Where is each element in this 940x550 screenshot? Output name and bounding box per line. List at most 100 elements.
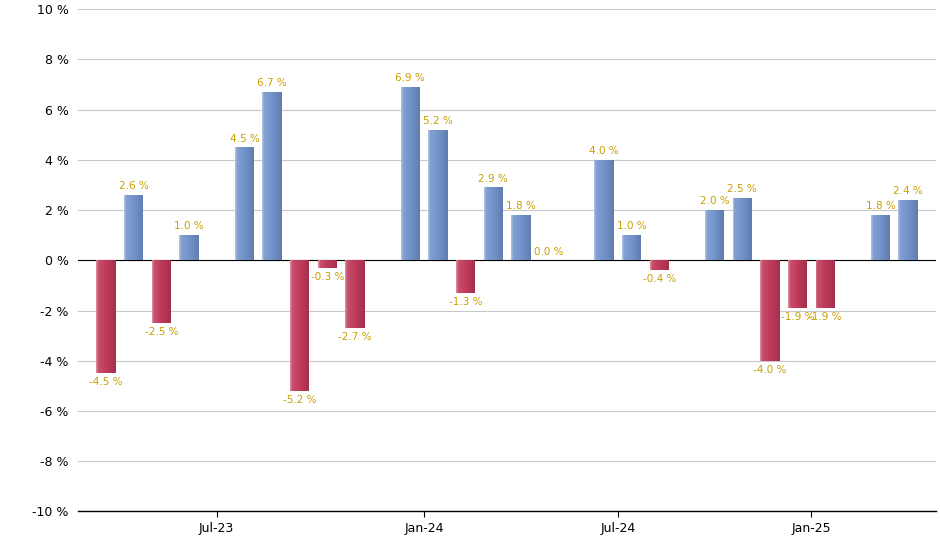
Bar: [802, 260, 803, 308]
Bar: [881, 215, 882, 260]
Bar: [719, 210, 720, 260]
Bar: [518, 215, 519, 260]
Bar: [634, 235, 635, 260]
Bar: [736, 197, 737, 260]
Bar: [600, 160, 601, 260]
Bar: [305, 260, 306, 391]
Text: -2.5 %: -2.5 %: [145, 327, 179, 337]
Bar: [111, 260, 112, 373]
Bar: [134, 195, 135, 260]
Bar: [797, 260, 798, 308]
Text: 6.9 %: 6.9 %: [396, 73, 425, 83]
Text: 1.8 %: 1.8 %: [506, 201, 536, 211]
Bar: [803, 260, 804, 308]
Bar: [458, 260, 459, 293]
Text: 0.0 %: 0.0 %: [534, 248, 563, 257]
Bar: [353, 260, 354, 328]
Bar: [138, 195, 139, 260]
Bar: [320, 260, 321, 268]
Bar: [459, 260, 460, 293]
Bar: [823, 260, 824, 308]
Bar: [415, 87, 416, 260]
Text: 2.6 %: 2.6 %: [118, 182, 149, 191]
Bar: [761, 260, 762, 361]
Bar: [196, 235, 197, 260]
Bar: [185, 235, 186, 260]
Bar: [444, 130, 445, 260]
Bar: [460, 260, 461, 293]
Bar: [822, 260, 823, 308]
Bar: [103, 260, 104, 373]
Bar: [499, 188, 500, 260]
Bar: [115, 260, 116, 373]
Bar: [263, 92, 264, 260]
Bar: [626, 235, 627, 260]
Bar: [710, 210, 711, 260]
Bar: [529, 215, 531, 260]
Bar: [763, 260, 764, 361]
Bar: [630, 235, 631, 260]
Bar: [167, 260, 168, 323]
Bar: [324, 260, 325, 268]
Bar: [463, 260, 464, 293]
Bar: [625, 235, 626, 260]
Bar: [833, 260, 834, 308]
Bar: [821, 260, 822, 308]
Bar: [180, 235, 181, 260]
Bar: [494, 188, 495, 260]
Text: 6.7 %: 6.7 %: [258, 78, 287, 88]
Bar: [764, 260, 765, 361]
Bar: [741, 197, 742, 260]
Bar: [432, 130, 433, 260]
Bar: [441, 130, 442, 260]
Bar: [901, 200, 902, 260]
Bar: [355, 260, 356, 328]
Bar: [888, 215, 889, 260]
Bar: [306, 260, 307, 391]
Bar: [606, 160, 607, 260]
Bar: [238, 147, 239, 260]
Bar: [512, 215, 513, 260]
Bar: [622, 235, 623, 260]
Bar: [168, 260, 169, 323]
Bar: [101, 260, 102, 373]
Bar: [348, 260, 350, 328]
Bar: [914, 200, 915, 260]
Bar: [887, 215, 888, 260]
Bar: [878, 215, 879, 260]
Bar: [157, 260, 158, 323]
Bar: [798, 260, 800, 308]
Bar: [613, 160, 614, 260]
Bar: [237, 147, 238, 260]
Bar: [334, 260, 336, 268]
Bar: [632, 235, 633, 260]
Bar: [152, 260, 154, 323]
Bar: [108, 260, 109, 373]
Bar: [734, 197, 735, 260]
Bar: [772, 260, 773, 361]
Bar: [722, 210, 723, 260]
Bar: [738, 197, 740, 260]
Bar: [280, 92, 281, 260]
Bar: [913, 200, 914, 260]
Bar: [323, 260, 324, 268]
Bar: [307, 260, 308, 391]
Bar: [418, 87, 419, 260]
Bar: [517, 215, 518, 260]
Bar: [525, 215, 526, 260]
Bar: [746, 197, 747, 260]
Bar: [624, 235, 625, 260]
Bar: [834, 260, 835, 308]
Bar: [832, 260, 833, 308]
Bar: [326, 260, 327, 268]
Bar: [468, 260, 470, 293]
Bar: [713, 210, 714, 260]
Bar: [522, 215, 523, 260]
Bar: [662, 260, 663, 271]
Bar: [598, 160, 599, 260]
Bar: [139, 195, 141, 260]
Bar: [106, 260, 107, 373]
Bar: [820, 260, 821, 308]
Bar: [248, 147, 249, 260]
Bar: [817, 260, 818, 308]
